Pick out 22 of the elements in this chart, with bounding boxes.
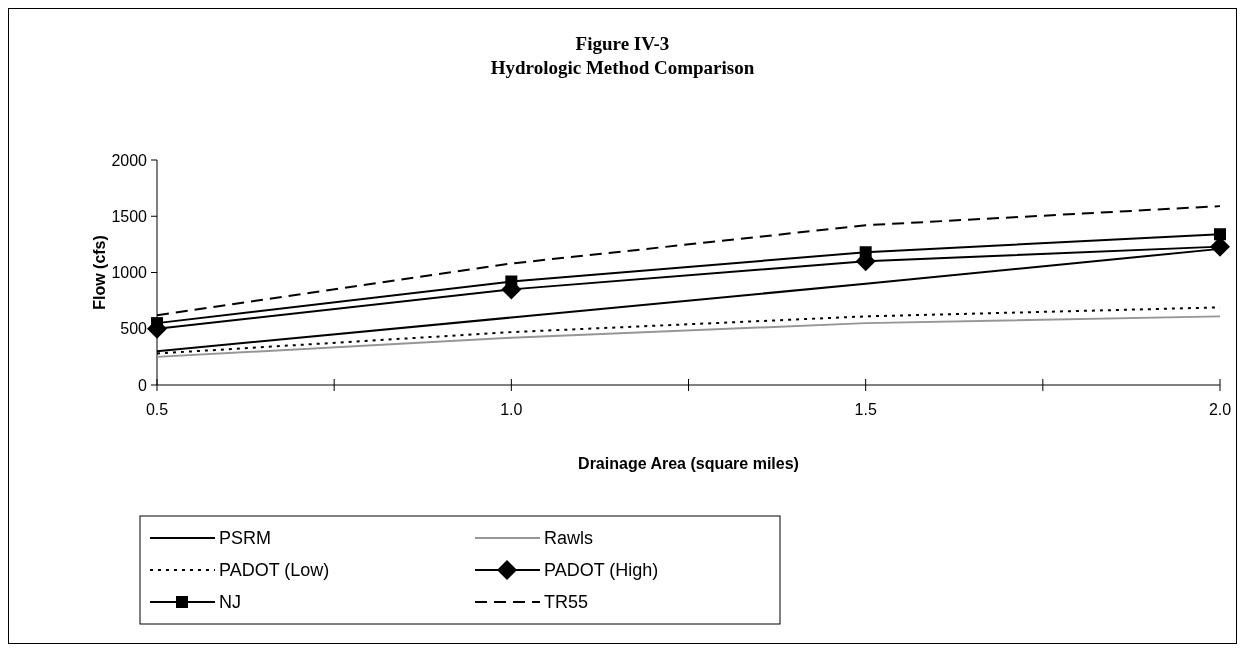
y-tick-label: 1500 <box>111 207 148 225</box>
point <box>1214 228 1226 241</box>
legend-label: NJ <box>219 592 241 613</box>
y-tick-label: 1000 <box>111 264 148 282</box>
x-axis-title: Drainage Area (square miles) <box>578 455 799 472</box>
x-tick-label: 2.0 <box>1208 401 1232 418</box>
legend-label: PSRM <box>219 528 272 549</box>
y-tick-label: 500 <box>120 320 148 338</box>
line-series <box>156 315 1221 358</box>
y-tick-label: 0 <box>138 376 148 394</box>
legend-label: PADOT (High) <box>544 560 659 581</box>
legend-label: PADOT (Low) <box>219 560 330 581</box>
point <box>859 246 872 259</box>
y-axis-title: Flow (cfs) <box>91 235 108 310</box>
legend-label: TR55 <box>544 592 589 613</box>
chart-title: Figure IV-3 <box>575 33 670 54</box>
y-tick-label: 2000 <box>111 151 148 169</box>
x-tick-label: 1.5 <box>854 401 877 418</box>
x-tick-label: 1.0 <box>500 401 523 418</box>
chart-subtitle: Hydrologic Method Comparison <box>490 57 755 78</box>
x-tick-label: 0.5 <box>145 401 169 418</box>
legend-label: Rawls <box>544 528 594 549</box>
